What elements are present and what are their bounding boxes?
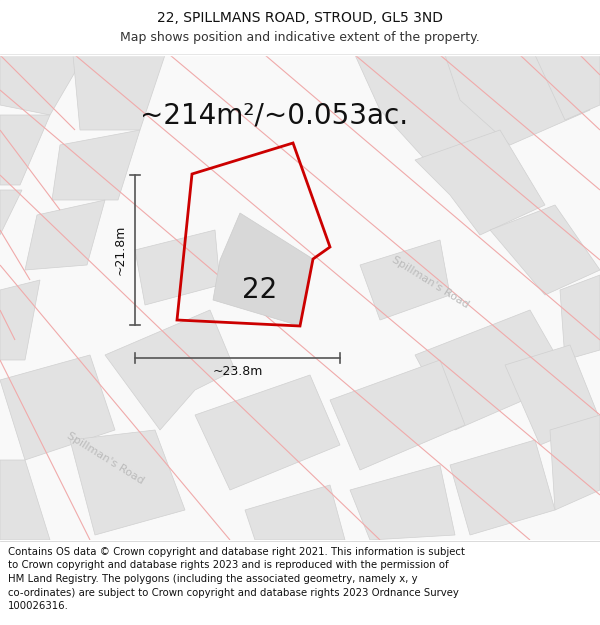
Text: 100026316.: 100026316. xyxy=(8,601,69,611)
Text: ~21.8m: ~21.8m xyxy=(114,225,127,275)
Bar xyxy=(0,0,600,55)
Polygon shape xyxy=(105,310,235,430)
Text: HM Land Registry. The polygons (including the associated geometry, namely x, y: HM Land Registry. The polygons (includin… xyxy=(8,574,418,584)
Polygon shape xyxy=(25,200,105,270)
Polygon shape xyxy=(415,130,545,235)
Text: Contains OS data © Crown copyright and database right 2021. This information is : Contains OS data © Crown copyright and d… xyxy=(8,547,465,557)
Polygon shape xyxy=(52,130,140,200)
Text: 22: 22 xyxy=(242,276,278,304)
Polygon shape xyxy=(0,190,22,235)
Polygon shape xyxy=(445,55,590,145)
Polygon shape xyxy=(73,55,165,130)
Polygon shape xyxy=(450,440,555,535)
Polygon shape xyxy=(360,240,450,320)
Text: Map shows position and indicative extent of the property.: Map shows position and indicative extent… xyxy=(120,31,480,44)
Polygon shape xyxy=(245,485,345,540)
Polygon shape xyxy=(535,55,600,120)
Polygon shape xyxy=(213,213,313,326)
Polygon shape xyxy=(70,430,185,535)
Polygon shape xyxy=(0,280,40,360)
Polygon shape xyxy=(195,375,340,490)
Text: 22, SPILLMANS ROAD, STROUD, GL5 3ND: 22, SPILLMANS ROAD, STROUD, GL5 3ND xyxy=(157,11,443,25)
Polygon shape xyxy=(0,55,85,115)
Polygon shape xyxy=(330,360,465,470)
Text: Spillman's Road: Spillman's Road xyxy=(65,430,145,486)
Text: Spillman's Road: Spillman's Road xyxy=(390,254,470,310)
Polygon shape xyxy=(415,310,570,430)
Polygon shape xyxy=(505,345,600,445)
Polygon shape xyxy=(0,460,50,540)
Polygon shape xyxy=(135,230,220,305)
Polygon shape xyxy=(0,115,50,185)
Polygon shape xyxy=(560,275,600,360)
Text: co-ordinates) are subject to Crown copyright and database rights 2023 Ordnance S: co-ordinates) are subject to Crown copyr… xyxy=(8,588,459,598)
Polygon shape xyxy=(550,415,600,510)
Text: ~23.8m: ~23.8m xyxy=(212,365,263,378)
Text: to Crown copyright and database rights 2023 and is reproduced with the permissio: to Crown copyright and database rights 2… xyxy=(8,561,449,571)
Text: ~214m²/~0.053ac.: ~214m²/~0.053ac. xyxy=(140,102,408,130)
Polygon shape xyxy=(490,205,600,295)
Polygon shape xyxy=(0,355,115,460)
Polygon shape xyxy=(350,465,455,540)
Polygon shape xyxy=(355,55,500,165)
